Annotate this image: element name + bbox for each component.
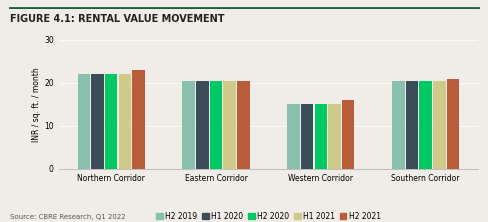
Bar: [119, 74, 131, 169]
Bar: [196, 81, 209, 169]
Bar: [447, 79, 459, 169]
Bar: [91, 74, 104, 169]
Bar: [315, 104, 327, 169]
Bar: [433, 81, 446, 169]
Bar: [328, 104, 341, 169]
Bar: [132, 70, 144, 169]
Bar: [105, 74, 118, 169]
Bar: [287, 104, 300, 169]
Bar: [78, 74, 90, 169]
Bar: [419, 81, 432, 169]
Y-axis label: INR / sq. ft. / month: INR / sq. ft. / month: [32, 67, 41, 142]
Text: Source: CBRE Research, Q1 2022: Source: CBRE Research, Q1 2022: [10, 214, 125, 220]
Bar: [210, 81, 222, 169]
Bar: [342, 100, 354, 169]
Bar: [224, 81, 236, 169]
Bar: [237, 81, 249, 169]
Legend: H2 2019, H1 2020, H2 2020, H1 2021, H2 2021: H2 2019, H1 2020, H2 2020, H1 2021, H2 2…: [153, 209, 384, 222]
Text: FIGURE 4.1: RENTAL VALUE MOVEMENT: FIGURE 4.1: RENTAL VALUE MOVEMENT: [10, 14, 224, 24]
Bar: [301, 104, 313, 169]
Bar: [406, 81, 418, 169]
Bar: [183, 81, 195, 169]
Bar: [392, 81, 405, 169]
